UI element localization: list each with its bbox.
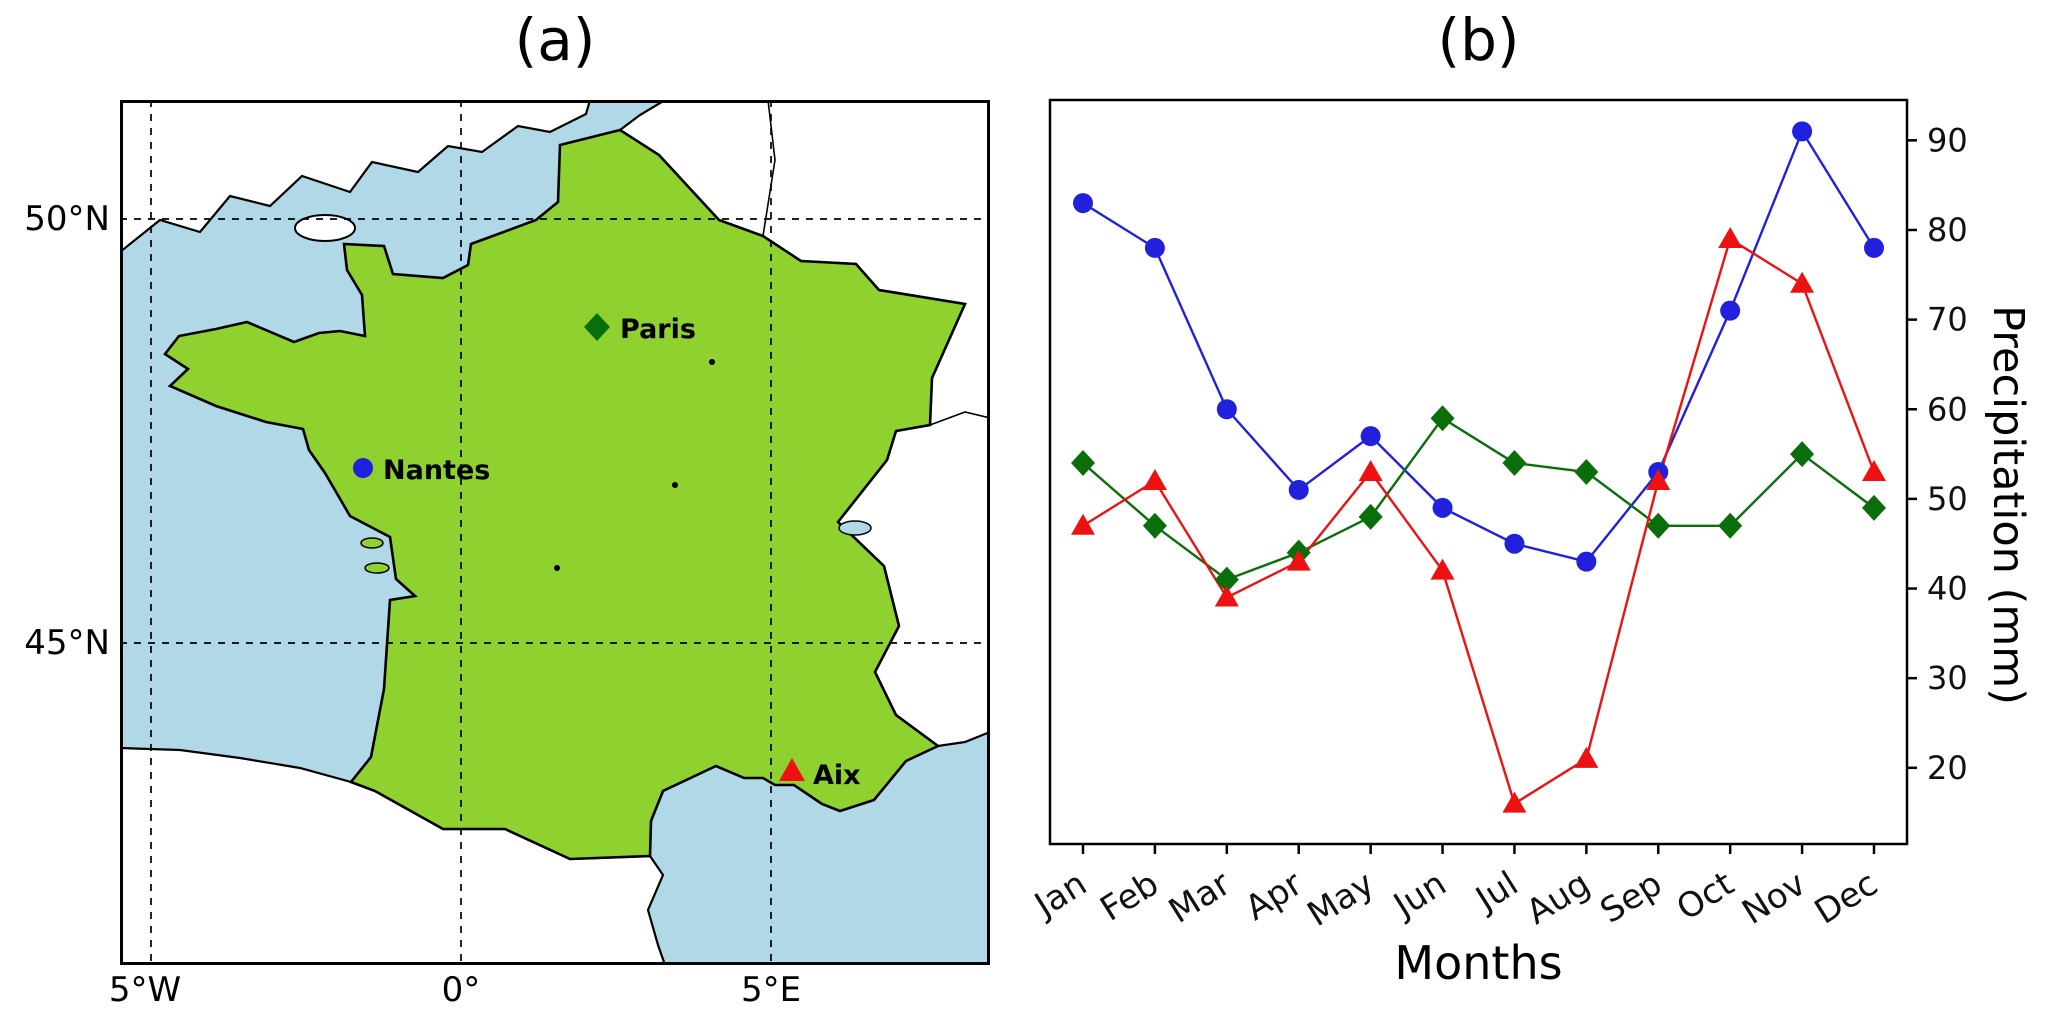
series-aix-marker xyxy=(1646,468,1671,490)
series-nantes-marker xyxy=(1432,497,1453,518)
series-aix-marker xyxy=(1718,226,1743,248)
paris-marker-icon xyxy=(584,313,610,341)
city-aix: Aix xyxy=(779,758,861,791)
england-landmass xyxy=(120,100,592,254)
map-speck xyxy=(554,565,560,571)
series-aix-marker xyxy=(1502,791,1527,813)
panel-a-title: (a) xyxy=(514,6,596,74)
series-nantes-marker xyxy=(1216,399,1237,420)
series-paris-line xyxy=(1082,416,1875,581)
atlantic-island xyxy=(360,537,384,549)
series-paris-marker xyxy=(1718,512,1743,539)
lat-tick-50n: 50°N xyxy=(24,199,110,239)
x-tick-label: Apr xyxy=(1238,864,1309,929)
series-nantes-marker xyxy=(1864,237,1884,258)
x-tick-label: Jan xyxy=(1026,864,1093,927)
channel-island xyxy=(294,214,356,242)
y-tick-label: 60 xyxy=(1927,390,1968,428)
series-paris-marker xyxy=(1790,441,1815,468)
series-paris-marker xyxy=(1142,512,1167,539)
y-tick-label: 80 xyxy=(1927,211,1968,249)
x-tick-label: Jul xyxy=(1468,864,1526,921)
x-tick-label: Dec xyxy=(1808,864,1885,933)
y-tick-label: 40 xyxy=(1927,570,1968,608)
x-tick-label: Aug xyxy=(1520,864,1597,933)
x-tick-label: May xyxy=(1301,864,1382,935)
y-tick-label: 30 xyxy=(1927,659,1968,697)
series-aix-line xyxy=(1082,237,1876,806)
series-nantes-marker xyxy=(1073,193,1093,214)
nantes-label: Nantes xyxy=(383,455,490,486)
series-paris-marker xyxy=(1358,503,1383,530)
nantes-marker-icon xyxy=(353,458,373,478)
y-tick-label: 20 xyxy=(1927,749,1968,787)
series-aix-marker xyxy=(1790,271,1815,293)
plot-frame xyxy=(1048,98,1909,846)
x-tick-label: Feb xyxy=(1093,864,1165,930)
series-nantes-line xyxy=(1082,128,1876,563)
country-border xyxy=(929,411,990,426)
city-paris: Paris xyxy=(584,313,696,345)
graticule xyxy=(120,100,990,965)
lon-tick-0: 0° xyxy=(441,970,481,1010)
x-tick-label: Sep xyxy=(1593,864,1669,932)
series-paris-marker xyxy=(1071,450,1095,477)
map-speck xyxy=(709,359,715,365)
series-nantes-marker xyxy=(1576,551,1597,572)
series-nantes-marker xyxy=(1792,121,1813,142)
france-map: Nantes Paris Aix xyxy=(120,100,990,965)
lat-tick-45n: 45°N xyxy=(24,623,110,663)
series-paris-marker xyxy=(1646,512,1671,539)
lon-tick-5e: 5°E xyxy=(740,970,802,1010)
series-aix-marker xyxy=(1574,746,1599,768)
series-aix-marker xyxy=(1286,549,1311,571)
x-tick-label: Oct xyxy=(1670,864,1741,929)
lon-tick-5w: 5°W xyxy=(108,970,182,1010)
series-paris-marker xyxy=(1430,405,1455,432)
aix-marker-icon xyxy=(779,758,805,781)
y-axis-label: Precipitation (mm) xyxy=(1983,305,2033,705)
x-tick-label: Jun xyxy=(1385,864,1453,927)
series-aix-marker xyxy=(1358,460,1383,481)
series-paris-marker xyxy=(1574,459,1599,485)
panel-b-title: (b) xyxy=(1437,6,1520,74)
series-aix-marker xyxy=(1214,585,1239,607)
paris-label: Paris xyxy=(620,314,696,345)
series-nantes-marker xyxy=(1288,479,1309,500)
y-tick-label: 50 xyxy=(1927,480,1968,518)
series-nantes-marker xyxy=(1144,237,1165,258)
series-aix-marker xyxy=(1862,460,1886,481)
atlantic-island xyxy=(364,562,390,574)
y-tick-label: 70 xyxy=(1927,301,1968,339)
aix-label: Aix xyxy=(813,760,861,791)
x-tick-label: Nov xyxy=(1735,864,1812,933)
series-aix-marker xyxy=(1071,513,1095,535)
map-speck xyxy=(672,482,678,488)
y-tick-label: 90 xyxy=(1927,121,1968,159)
series-aix-marker xyxy=(1142,468,1167,490)
series-paris-marker xyxy=(1502,450,1527,477)
series-paris-marker xyxy=(1862,494,1886,521)
series-nantes-marker xyxy=(1720,300,1741,321)
series-nantes-marker xyxy=(1504,533,1525,554)
x-tick-label: Mar xyxy=(1162,864,1238,932)
lake xyxy=(838,520,872,536)
city-nantes: Nantes xyxy=(353,455,490,486)
series-nantes-marker xyxy=(1360,426,1381,447)
france-landmass xyxy=(163,128,967,861)
x-axis-label: Months xyxy=(1394,936,1563,990)
series-aix-marker xyxy=(1430,558,1455,580)
map-frame xyxy=(120,100,990,965)
series-paris-marker xyxy=(1214,566,1239,593)
